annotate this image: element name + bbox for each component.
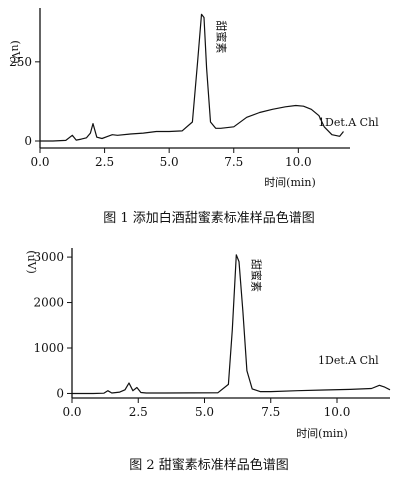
chromatogram-trace (40, 13, 344, 142)
chromatogram-panel-1: 0.0 2.5 5.0 7.5 10.0 0 250(uV) 时间(min) 甜蜜素 1Det.A… (9, 8, 379, 189)
x-tick-label: 5.0 (195, 405, 214, 419)
y-tick-label: 0 (56, 386, 64, 400)
peak-label: 甜蜜素 (214, 20, 228, 53)
x-tick-label: 10.0 (285, 155, 312, 169)
y-tick-label: 1000 (33, 341, 64, 355)
peak-label: 甜蜜素 (249, 259, 263, 292)
channel-label: 1Det.A Chl (318, 116, 379, 129)
y-axis-label: (uV) (25, 250, 38, 274)
channel-label: 1Det.A Chl (318, 354, 379, 367)
y-axis-label: (uV) (9, 40, 22, 64)
x-axis-label: 时间(min) (296, 427, 348, 440)
x-axis-label: 时间(min) (264, 176, 316, 189)
x-tick-label: 0.0 (62, 405, 81, 419)
x-tick-label: 2.5 (129, 405, 148, 419)
x-tick-label: 2.5 (95, 155, 114, 169)
y-tick-label: 250 (9, 55, 32, 69)
x-tick-label: 5.0 (160, 155, 179, 169)
x-tick-label: 0.0 (30, 155, 49, 169)
x-tick-label: 7.5 (224, 155, 243, 169)
chromatogram-panel-2: 0.0 2.5 5.0 7.5 10.0 0 1000 2000 3000(uV) 时间(min)… (25, 248, 391, 440)
chromatogram-trace (72, 254, 391, 395)
y-tick-label: 3000 (33, 250, 64, 264)
y-tick-label: 0 (24, 134, 32, 148)
figure-2-caption: 图 2 甜蜜素标准样品色谱图 (129, 457, 289, 473)
y-tick-label: 2000 (33, 296, 64, 310)
figure-1-caption: 图 1 添加白酒甜蜜素标准样品色谱图 (103, 210, 315, 226)
x-tick-label: 10.0 (324, 405, 351, 419)
x-tick-label: 7.5 (261, 405, 280, 419)
